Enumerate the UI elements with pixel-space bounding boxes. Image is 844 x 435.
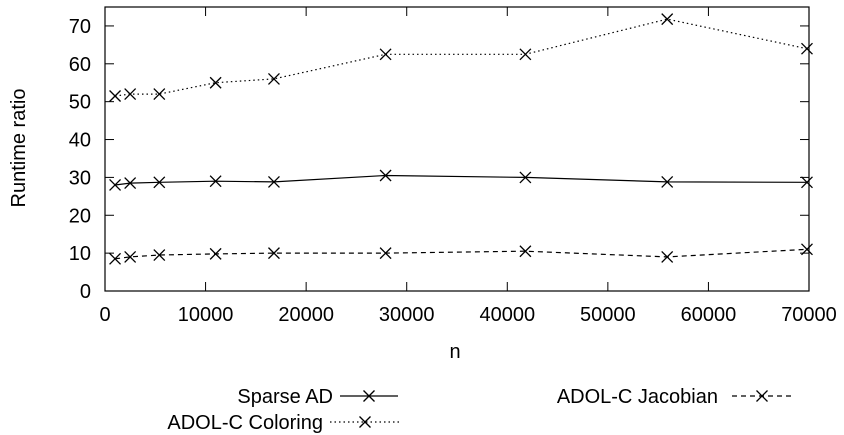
series-line: [115, 248, 808, 260]
y-tick-label: 30: [69, 167, 91, 189]
data-point: [153, 88, 166, 101]
x-tick-label: 30000: [379, 304, 435, 326]
data-point: [209, 175, 222, 188]
data-point: [153, 176, 166, 189]
series-1: [109, 13, 813, 102]
series-2: [109, 243, 813, 265]
data-point: [519, 48, 532, 61]
x-tick-label: 70000: [781, 304, 837, 326]
data-point: [801, 243, 813, 256]
plot-border: [104, 6, 810, 292]
data-point: [379, 169, 392, 182]
legend-entry: Sparse AD: [237, 386, 398, 408]
series-line: [115, 18, 808, 97]
y-tick-label: 70: [69, 16, 91, 38]
y-axis: 0 10 20 30 40 50 60 70: [69, 16, 809, 303]
y-tick-label: 10: [69, 243, 91, 265]
data-point: [519, 171, 532, 184]
legend-entry: ADOL-C Coloring: [167, 412, 400, 434]
y-tick-label: 0: [80, 281, 91, 303]
data-point: [268, 247, 280, 260]
x-tick-label: 10000: [178, 304, 234, 326]
legend-entry: ADOL-C Jacobian: [557, 386, 792, 408]
data-point: [801, 176, 813, 189]
data-point: [209, 247, 222, 260]
legend-label: Sparse AD: [237, 386, 333, 408]
x-tick-label: 0: [99, 304, 110, 326]
data-point: [268, 72, 280, 85]
data-point: [153, 249, 166, 261]
legend-label: ADOL-C Jacobian: [557, 386, 718, 408]
x-tick-label: 40000: [479, 304, 535, 326]
y-tick-label: 20: [69, 205, 91, 227]
y-tick-label: 60: [69, 54, 91, 76]
data-point: [519, 245, 532, 258]
data-point: [661, 250, 674, 263]
data-point: [209, 76, 222, 89]
series-0: [109, 169, 813, 191]
data-point: [379, 48, 392, 61]
data-point: [109, 252, 122, 265]
x-tick-label: 50000: [580, 304, 636, 326]
legend: Sparse AD ADOL-C Coloring ADOL-C Jacobian: [167, 386, 792, 434]
y-axis-label: Runtime ratio: [8, 89, 30, 208]
plot-area: [104, 6, 810, 292]
data-point: [109, 90, 122, 102]
x-tick-label: 20000: [278, 304, 334, 326]
legend-marker: [756, 390, 768, 402]
data-point: [379, 247, 392, 260]
data-point: [661, 175, 674, 188]
legend-label: ADOL-C Coloring: [167, 412, 323, 434]
data-point: [124, 177, 137, 190]
legend-marker: [359, 416, 371, 428]
legend-marker: [363, 390, 375, 402]
x-tick-label: 60000: [681, 304, 737, 326]
data-point: [124, 88, 137, 101]
x-axis-label: n: [449, 341, 460, 363]
data-point: [124, 250, 137, 263]
data-point: [109, 179, 122, 191]
data-point: [268, 175, 280, 188]
y-tick-label: 50: [69, 92, 91, 114]
data-point: [801, 42, 813, 55]
y-tick-label: 40: [69, 130, 91, 152]
x-axis: 0 10000 20000 30000 40000 50000 60000 70000: [99, 7, 837, 326]
data-point: [661, 13, 674, 26]
series-layer: [109, 13, 813, 265]
